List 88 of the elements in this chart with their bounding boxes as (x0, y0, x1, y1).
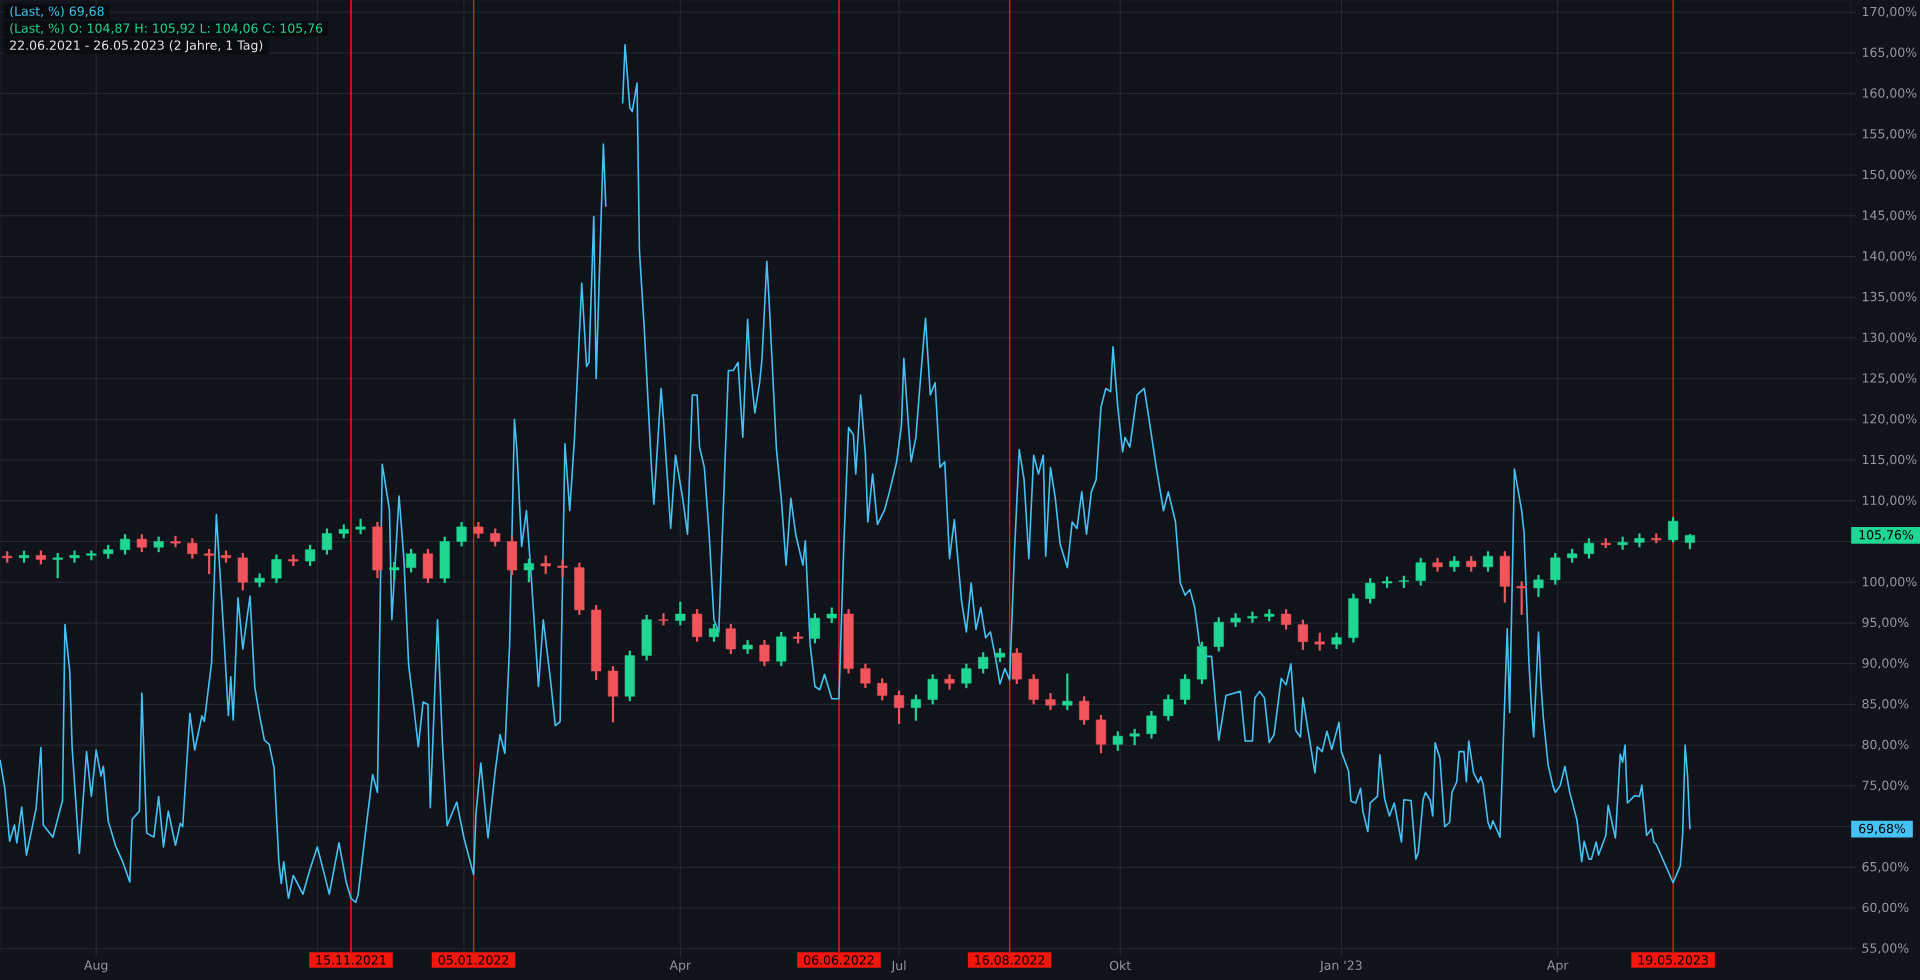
candlestick (389, 560, 400, 582)
candlestick (355, 517, 366, 536)
y-tick-label: 55,00% (1862, 943, 1909, 955)
y-tick-label: 85,00% (1862, 699, 1909, 710)
candlestick (675, 600, 686, 627)
candlestick (204, 547, 215, 576)
candlestick (170, 534, 181, 549)
candlestick (692, 608, 703, 643)
y-tick-label: 150,00% (1862, 169, 1917, 181)
x-tick-label: Okt (1109, 960, 1131, 971)
candlestick (1550, 551, 1561, 586)
candlestick (877, 677, 888, 702)
candlestick (894, 689, 905, 726)
annotation: (Last, %) O: 104,87 H: 105,92 L: 104,06 C: 105,76 (10, 23, 323, 35)
candlestick (910, 693, 921, 722)
ref-line-label: 06.06.2022 (804, 955, 874, 965)
candlestick (1297, 618, 1308, 651)
x-tick-label: Aug (84, 960, 108, 973)
y-tick-label: 160,00% (1862, 88, 1917, 100)
candlestick (1583, 537, 1595, 560)
y-tick-label: 80,00% (1862, 739, 1909, 751)
candlestick (1634, 532, 1645, 549)
candlestick (1247, 610, 1258, 625)
candlestick (187, 537, 198, 560)
candlestick (978, 651, 989, 675)
y-tick-label: 110,00% (1862, 495, 1917, 507)
y-tick-label: 145,00% (1862, 210, 1917, 222)
y-tick-label: 165,00% (1862, 47, 1917, 59)
candlestick (961, 662, 972, 690)
y-tick-label: 155,00% (1862, 128, 1917, 140)
ref-line-label: 19.05.2023 (1638, 955, 1708, 965)
y-tick-label: 65,00% (1862, 861, 1909, 873)
candlestick (119, 533, 131, 556)
candlestick (557, 558, 568, 579)
candlestick (305, 543, 316, 568)
candlestick (523, 557, 534, 584)
candlestick (1415, 556, 1426, 587)
candlestick (1028, 673, 1039, 706)
annotation: 22.06.2021 - 26.05.2023 (2 Jahre, 1 Tag) (10, 40, 263, 53)
candlestick (1516, 580, 1527, 616)
candlestick (1668, 516, 1679, 544)
text: 105,76% (1859, 529, 1914, 541)
candlestick (1482, 550, 1494, 573)
x-tick-label: Jul (890, 960, 906, 973)
candlestick (1281, 608, 1292, 631)
candlestick (1365, 577, 1376, 605)
candlestick (759, 638, 770, 668)
y-tick-label: 120,00% (1862, 414, 1917, 425)
candlestick (1062, 672, 1073, 712)
candlestick (1180, 673, 1191, 706)
candlestick (944, 673, 955, 691)
candlestick (725, 622, 736, 656)
candlestick (860, 662, 871, 690)
candlestick (321, 527, 332, 556)
ref-line-label: 05.01.2022 (438, 955, 509, 965)
y-tick-label: 140,00% (1862, 251, 1917, 262)
candlestick (52, 551, 63, 580)
y-tick-label: 100,00% (1862, 576, 1917, 588)
candlestick (927, 673, 938, 706)
y-tick-label: 115,00% (1862, 454, 1917, 466)
y-tick-label: 125,00% (1862, 373, 1917, 385)
x-tick-label: Apr (1547, 960, 1569, 973)
y-tick-label: 130,00% (1862, 332, 1917, 344)
x-tick-label: Jan '23 (1319, 960, 1362, 973)
annotation: (Last, %) 69,68 (10, 6, 104, 18)
candlestick (1079, 695, 1090, 726)
y-tick-label: 60,00% (1862, 902, 1909, 914)
candlestick (69, 549, 80, 564)
x-tick-label: Apr (669, 960, 692, 973)
y-tick-label: 95,00% (1862, 617, 1909, 629)
candlestick (809, 612, 820, 645)
candlestick (406, 547, 417, 574)
candlestick (540, 554, 551, 576)
y-tick-label: 75,00% (1862, 780, 1909, 792)
candlestick (1112, 730, 1123, 752)
y-tick-label: 170,00% (1862, 6, 1917, 18)
candlestick (1432, 556, 1443, 573)
candlestick (1533, 573, 1544, 599)
candlestick (658, 612, 669, 627)
ref-line-label: 16.08.2022 (975, 955, 1045, 965)
text: 69,68% (1859, 823, 1906, 835)
candlestick (1163, 693, 1174, 722)
candlestick (271, 553, 282, 585)
y-tick-label: 135,00% (1862, 291, 1917, 303)
candlestick (456, 520, 467, 548)
ref-line-label: 15.11.2021 (316, 955, 386, 965)
y-tick-label: 90,00% (1862, 658, 1909, 670)
candlestick (1146, 709, 1157, 740)
